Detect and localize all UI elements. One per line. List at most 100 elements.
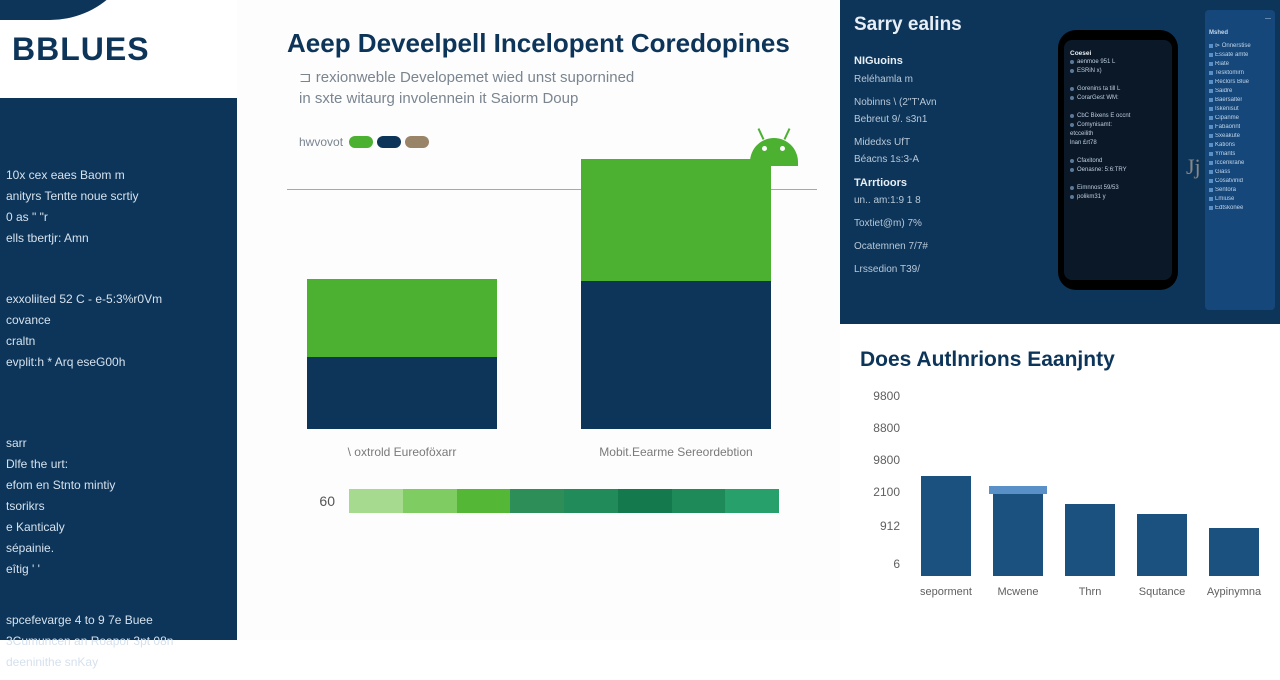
bar-label: \ oxtrold Eureoföxarr [307,445,497,459]
right-list-item: ⊳ Onnerstise [1209,42,1271,49]
right-list-item: Iccenkrane [1209,160,1271,166]
legend-chip [377,136,401,148]
bar-segment [581,281,771,429]
phone-heading: Coesei [1070,50,1166,57]
rd-line: un.. am:1:9 1 8 [854,192,1044,209]
rd-line: Bebreut 9/. s3n1 [854,111,1044,128]
bar-wrap: Squtance [1132,514,1192,576]
sidebar-content: 10x cex eaes Baom m anityrs Tentte noue s… [0,160,237,680]
right-list-item: Cosatvinid [1209,178,1271,184]
phone-line: CbC Bixens E occnt [1070,113,1166,119]
bar-accent [989,486,1047,494]
rd-heading: NIGuoins [854,52,1044,71]
bar-segment [581,159,771,281]
sidebar-text-line: exxoliited 52 C - e-5:3%r0Vm [6,290,231,308]
sidebar-text-line: ells tbertjr: Amn [6,229,231,247]
heatmap-cell [672,489,726,513]
android-icon [746,124,801,179]
sidebar-text-line: evplit:h * Arq eseG00h [6,353,231,371]
rd-heading: TArrtioors [854,174,1044,193]
bar-wrap: Thrn [1060,504,1120,576]
phone-line: Eimnnost 59/53 [1070,185,1166,191]
phone-line: Cfaxitond [1070,158,1166,164]
right-chart-title: Does Autlnrions Eaanjnty [860,348,1270,372]
phone-line: etcceilith [1070,131,1166,137]
sub-line-2: in sxte witaurg involennein it Saiorm Do… [299,88,810,109]
right-chart-yaxis: 98008800980021009126 [860,396,904,576]
sidebar-text-line: sépainie. [6,539,231,557]
right-list-item: Sentora [1209,187,1271,193]
right-dark-column: NIGuoinsReléhamla m Nobinns \ (2"T'AvnBeb… [854,52,1044,278]
bar-group [581,159,771,429]
y-tick-label: 2100 [873,485,900,499]
right-list-item: Sxeakute [1209,133,1271,139]
sidebar-text-line: e Kanticaly [6,518,231,536]
bar-segment [307,357,497,429]
phone-screen: Coesei aenmoe 951 L ESRiN x) Gorenins ta t… [1064,40,1172,280]
rd-line: Nobinns \ (2"T'Avn [854,94,1044,111]
y-tick-label: 912 [880,519,900,533]
sidebar-text-line: sarr [6,434,231,452]
phone-line [1070,104,1166,110]
right-list-item: Lmiuse [1209,196,1271,202]
bar-group [307,279,497,429]
bar [1209,528,1259,576]
bar-wrap: Aypinymna [1204,528,1264,576]
right-list-item: Ymants [1209,151,1271,157]
phone-line [1070,149,1166,155]
heatmap-cell [725,489,779,513]
rd-line: Ocatemnen 7/7# [854,238,1044,255]
sidebar-text-line: 10x cex eaes Baom m [6,166,231,184]
sidebar-text-line: 0 as " "r [6,208,231,226]
rd-line: Béacns 1s:3-A [854,151,1044,168]
heatmap-cell [457,489,511,513]
x-label: Mcwene [998,586,1039,598]
legend-chip [405,136,429,148]
y-tick-label: 6 [893,557,900,571]
decor-letter: Jj [1186,154,1201,180]
sidebar-text-line: 3Cumuncen an Roapor 3pt 08n [6,632,231,650]
main-panel: Aeep Deveelpell Incelopent Coredopines ⊐… [237,0,840,640]
right-list-item: Kations [1209,142,1271,148]
phone-line: lnan £rt78 [1070,140,1166,146]
sub-line-1: ⊐ rexionweble Developemet wied unst supo… [299,67,810,88]
phone-line: Comynisamt: [1070,122,1166,128]
sidebar-text-line: spcefevarge 4 to 9 7e Buee [6,611,231,629]
bar [1065,504,1115,576]
phone-mockup: Coesei aenmoe 951 L ESRiN x) Gorenins ta t… [1058,30,1178,290]
sidebar-text-line: deeninithe snKay [6,653,231,671]
sidebar-text-line: eîtig ' ' [6,560,231,578]
right-list-item: Fabaorint [1209,124,1271,130]
phone-line: Gorenins ta till L [1070,86,1166,92]
heatmap-row: 60 [305,489,810,513]
right-list-item: Edtskonee [1209,205,1271,211]
heatmap-cell [403,489,457,513]
phone-line [1070,77,1166,83]
right-list-item: Iskenisut [1209,106,1271,112]
rd-line: Reléhamla m [854,71,1044,88]
right-list-item: Baersalter [1209,97,1271,103]
sidebar-text-line: anityrs Tentte noue scrtiy [6,187,231,205]
bar-wrap: seporment [916,476,976,576]
heatmap-cell [349,489,403,513]
rd-line: Midedxs UfT [854,134,1044,151]
sidebar-text-line: covance [6,311,231,329]
x-label: Squtance [1139,586,1185,598]
right-list-item: Reclors Blue [1209,79,1271,85]
heatmap-cell [618,489,672,513]
phone-line: ESRiN x) [1070,68,1166,74]
logo-text: BBLUES [12,31,150,68]
x-label: Thrn [1079,586,1102,598]
right-list-item: Tesktomirn [1209,70,1271,76]
right-list-item: Giass [1209,169,1271,175]
bar-segment [307,279,497,357]
heatmap-cell [564,489,618,513]
right-list-item: Essaté amte [1209,52,1271,58]
rd-line: Toxtiet@m) 7% [854,215,1044,232]
right-chart-plot: 98008800980021009126 sepormentMcweneThrn… [860,396,1270,606]
heatmap-strip [349,489,779,513]
phone-line: aenmoe 951 L [1070,59,1166,65]
phone-line: polikm31 y [1070,194,1166,200]
right-list-item: Riate [1209,61,1271,67]
x-label: seporment [920,586,972,598]
